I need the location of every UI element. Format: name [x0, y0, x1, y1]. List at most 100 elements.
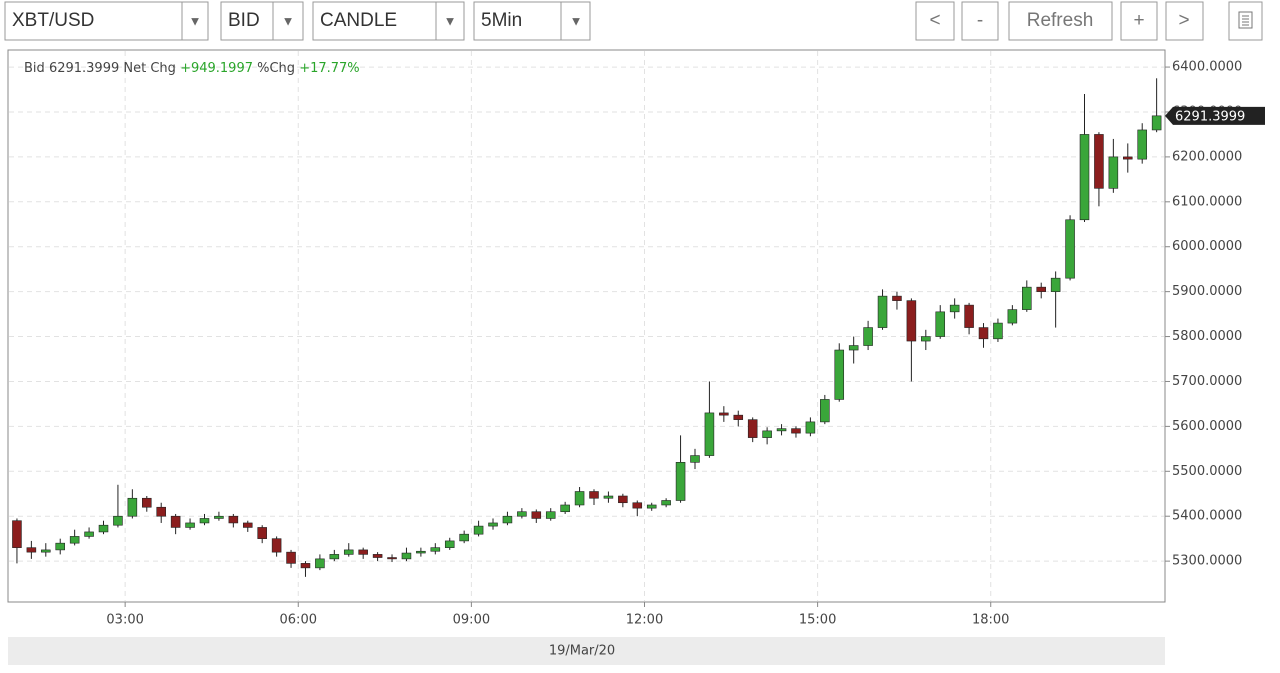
candle-body [69, 536, 80, 544]
symbol-select[interactable]: XBT/USD ▼ [4, 1, 209, 41]
candle-body [1108, 156, 1119, 189]
x-axis-label: 19/Mar/20 [549, 644, 615, 659]
candle-body [531, 511, 542, 519]
candle-body [84, 531, 94, 537]
bid-label: Bid [24, 61, 45, 76]
style-select[interactable]: CANDLE ▼ [312, 1, 465, 41]
candle-body [113, 515, 123, 526]
candle-body [329, 554, 340, 560]
candle-body [690, 455, 700, 463]
x-tick-label: 06:00 [280, 613, 317, 628]
candle-body [848, 345, 859, 351]
candle-body [589, 491, 599, 499]
button-box[interactable] [1008, 1, 1113, 41]
y-tick-label: 5400.0000 [1172, 509, 1242, 524]
button-text: < [929, 10, 940, 31]
y-tick-label: 5900.0000 [1172, 284, 1242, 299]
pct-change-label: %Chg [257, 61, 295, 76]
x-tick-label: 18:00 [972, 613, 1009, 628]
button-box[interactable] [915, 1, 955, 41]
candle-body [661, 500, 671, 506]
candle-body [560, 504, 570, 513]
candle-body [430, 547, 441, 552]
candle-body [892, 295, 902, 301]
candle-body [762, 430, 772, 438]
y-tick-label: 6400.0000 [1172, 60, 1242, 75]
refresh-button[interactable]: Refresh [1008, 1, 1113, 41]
candle-body [401, 552, 412, 560]
candle-body [199, 518, 210, 524]
candle-body [358, 549, 368, 555]
side-select[interactable]: BID ▼ [220, 1, 304, 41]
candle-body [921, 336, 931, 342]
zoom-out-button[interactable]: - [961, 1, 999, 41]
select-box[interactable] [312, 1, 465, 41]
candle-body [618, 495, 628, 504]
button-text: > [1178, 10, 1189, 31]
candle-body [646, 504, 657, 509]
candle-body [517, 511, 527, 517]
candle-body [185, 522, 195, 528]
select-box[interactable] [220, 1, 304, 41]
candle-body [300, 563, 311, 569]
select-box[interactable] [473, 1, 591, 41]
prev-button[interactable]: < [915, 1, 955, 41]
candle-body [142, 497, 152, 508]
zoom-in-button[interactable]: + [1120, 1, 1158, 41]
button-box[interactable] [961, 1, 999, 41]
candle-body [55, 542, 65, 551]
candle-body [228, 515, 239, 524]
date-band [8, 637, 1165, 665]
candle-body [12, 520, 22, 548]
x-tick-label: 03:00 [106, 613, 143, 628]
candle-body [387, 557, 397, 560]
y-tick-label: 5500.0000 [1172, 464, 1242, 479]
candle-body [964, 304, 974, 328]
candle-body [488, 522, 498, 527]
select-text: CANDLE [320, 10, 397, 31]
candle-body [675, 462, 686, 501]
candle-body [127, 497, 138, 517]
candle-body [733, 414, 744, 420]
dropdown-arrow: ▼ [444, 13, 457, 28]
y-tick-label: 5800.0000 [1172, 329, 1242, 344]
table-icon-button[interactable] [1228, 1, 1263, 41]
candle-body [416, 550, 426, 554]
pct-change: +17.77% [299, 61, 359, 76]
candle-body [459, 533, 469, 542]
next-button[interactable]: > [1165, 1, 1204, 41]
y-tick-label: 6100.0000 [1172, 194, 1242, 209]
dropdown-arrow: ▼ [282, 13, 295, 28]
button-box[interactable] [1120, 1, 1158, 41]
plot-area [7, 49, 1166, 603]
candle-body [343, 549, 354, 555]
dropdown-arrow: ▼ [189, 13, 202, 28]
candle-body [791, 428, 801, 434]
candle-body [502, 515, 513, 524]
candle-body [1007, 309, 1018, 324]
button-box[interactable] [1228, 1, 1263, 41]
net-change: +949.1997 [180, 61, 253, 76]
y-tick-label: 5300.0000 [1172, 554, 1242, 569]
candle-body [156, 506, 166, 517]
select-box[interactable] [4, 1, 209, 41]
candle-body [372, 554, 383, 558]
candle-body [1050, 277, 1061, 292]
candle-body [704, 412, 715, 456]
candle-body [1137, 129, 1147, 160]
interval-select[interactable]: 5Min ▼ [473, 1, 591, 41]
y-tick-label: 5600.0000 [1172, 419, 1242, 434]
candle-body [906, 300, 917, 342]
candle-body [1022, 286, 1032, 310]
candle-body [26, 547, 37, 553]
x-tick-label: 15:00 [799, 613, 836, 628]
button-box[interactable] [1165, 1, 1204, 41]
candle-body [1123, 156, 1133, 160]
button-text: + [1133, 10, 1144, 31]
select-text: XBT/USD [12, 10, 94, 31]
candle-body [632, 502, 643, 509]
candle-body [834, 349, 845, 400]
candle-body [1065, 219, 1075, 279]
candle-body [603, 495, 614, 499]
